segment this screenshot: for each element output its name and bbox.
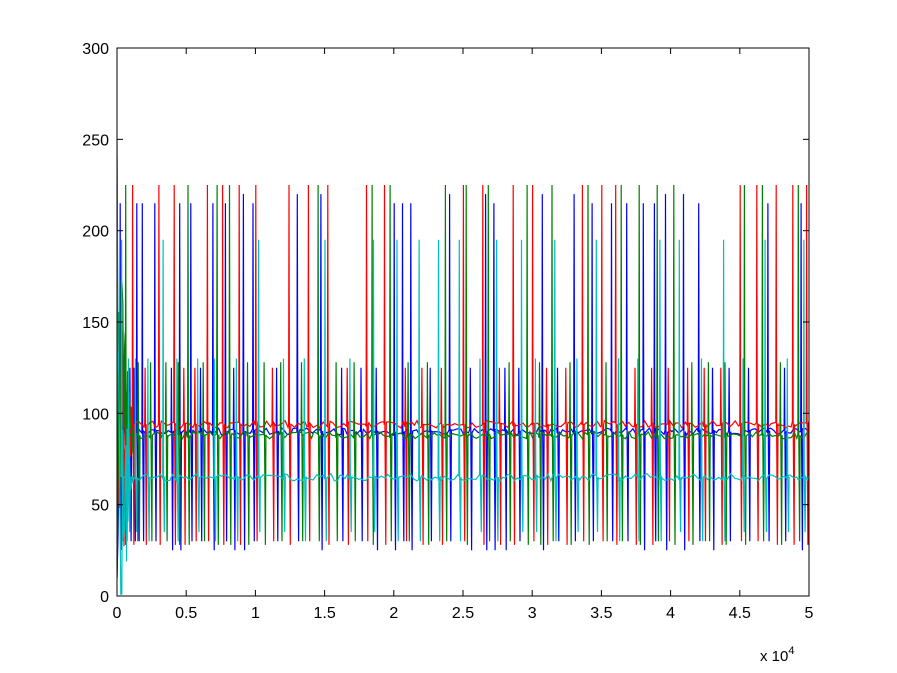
x-tick-label: 5 [805,605,814,622]
y-tick-label: 150 [82,315,109,332]
x-tick-label: 1 [251,605,260,622]
x-tick-label: 4 [666,605,675,622]
series-layer [117,139,809,595]
y-tick-label: 200 [82,224,109,241]
series-line-3 [117,184,809,578]
x-tick-label: 0.5 [175,605,197,622]
series-line-2 [117,157,809,547]
x-tick-label: 3 [528,605,537,622]
x-tick-label: 0 [113,605,122,622]
x-tick-label: 4.5 [729,605,751,622]
y-tick-label: 300 [82,41,109,58]
x-tick-label: 2 [389,605,398,622]
y-tick-label: 50 [91,498,109,515]
y-tick-label: 250 [82,132,109,149]
x-multiplier-label: x 104 [760,645,794,665]
x-tick-label: 3.5 [590,605,612,622]
x-tick-label: 2.5 [452,605,474,622]
x-tick-label: 1.5 [313,605,335,622]
x-axis: 0 0.5 1 1.5 2 2.5 3 3.5 4 4.5 5 [113,48,814,622]
series-line-1 [117,194,809,578]
series-line-4 [117,139,809,595]
y-tick-label: 100 [82,406,109,423]
y-axis: 0 50 100 150 200 250 300 [82,41,809,606]
y-tick-label: 0 [100,589,109,606]
